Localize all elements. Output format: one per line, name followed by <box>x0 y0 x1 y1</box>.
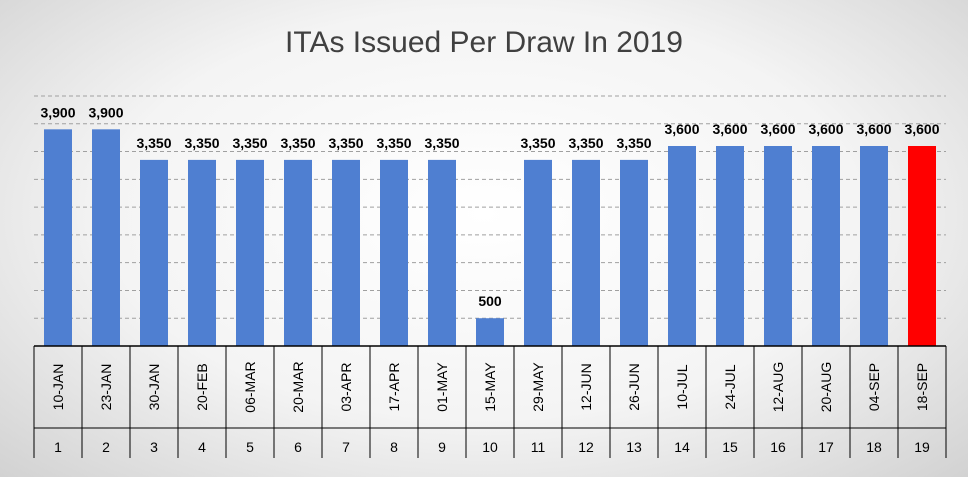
bar-29-may <box>524 159 552 346</box>
data-label: 3,350 <box>280 135 315 151</box>
draw-number-label: 5 <box>246 439 254 455</box>
gridlines <box>34 95 946 319</box>
data-label: 3,600 <box>712 121 747 137</box>
data-labels: 3,900 3,900 3,350 3,350 3,350 3,350 3,350 3,350… <box>40 104 939 309</box>
draw-number-label: 14 <box>674 439 690 455</box>
bar-01-may <box>428 159 456 346</box>
bars <box>44 129 936 346</box>
bar-23-jan <box>92 129 120 346</box>
category-label: 24-JUL <box>722 364 738 409</box>
data-label: 500 <box>478 293 502 309</box>
bar-04-sep <box>860 146 888 346</box>
bar-10-jan <box>44 129 72 346</box>
data-label: 3,350 <box>568 135 603 151</box>
category-label: 04-SEP <box>866 363 882 411</box>
bar-20-feb <box>188 159 216 346</box>
data-label: 3,600 <box>856 121 891 137</box>
category-label: 12-AUG <box>770 362 786 413</box>
data-label: 3,350 <box>616 135 651 151</box>
bar-12-jun <box>572 159 600 346</box>
draw-number-label: 6 <box>294 439 302 455</box>
bar-03-apr <box>332 159 360 346</box>
draw-number-label: 7 <box>342 439 350 455</box>
draw-number-label: 10 <box>482 439 498 455</box>
data-label: 3,350 <box>424 135 459 151</box>
category-label: 20-MAR <box>290 361 306 412</box>
draw-number-label: 12 <box>578 439 594 455</box>
bar-17-apr <box>380 159 408 346</box>
category-label: 17-APR <box>386 362 402 411</box>
draw-number-label: 13 <box>626 439 642 455</box>
chart-title: ITAs Issued Per Draw In 2019 <box>285 26 683 59</box>
data-label: 3,600 <box>664 121 699 137</box>
bar-26-jun <box>620 159 648 346</box>
category-label: 18-SEP <box>914 363 930 411</box>
draw-number-label: 8 <box>390 439 398 455</box>
draw-number-label: 9 <box>438 439 446 455</box>
data-label: 3,600 <box>760 121 795 137</box>
bar-12-aug <box>764 146 792 346</box>
category-label: 06-MAR <box>242 361 258 412</box>
draw-number-label: 19 <box>914 439 930 455</box>
data-label: 3,900 <box>88 104 123 120</box>
category-label: 29-MAY <box>530 362 546 412</box>
category-label: 10-JAN <box>50 364 66 411</box>
category-label: 10-JUL <box>674 364 690 409</box>
data-label: 3,350 <box>232 135 267 151</box>
draw-number-label: 1 <box>54 439 62 455</box>
bar-18-sep <box>908 146 936 346</box>
draw-number-label: 3 <box>150 439 158 455</box>
data-label: 3,600 <box>904 121 939 137</box>
category-label: 20-FEB <box>194 363 210 410</box>
category-label: 01-MAY <box>434 362 450 412</box>
data-label: 3,350 <box>376 135 411 151</box>
bar-24-jul <box>716 146 744 346</box>
data-label: 3,350 <box>136 135 171 151</box>
data-label: 3,350 <box>520 135 555 151</box>
draw-number-label: 17 <box>818 439 834 455</box>
draw-number-label: 11 <box>531 439 546 455</box>
category-label: 12-JUN <box>578 363 594 410</box>
data-label: 3,350 <box>184 135 219 151</box>
draw-number-label: 15 <box>722 439 738 455</box>
bar-10-jul <box>668 146 696 346</box>
category-label: 15-MAY <box>482 362 498 412</box>
data-label: 3,350 <box>328 135 363 151</box>
category-table: 10-JAN 1 23-JAN 2 30-JAN 3 20-FEB 4 06-MAR 5 20-MA… <box>33 345 947 458</box>
category-label: 26-JUN <box>626 363 642 410</box>
draw-number-label: 2 <box>102 439 110 455</box>
bar-15-may <box>476 318 504 346</box>
category-label: 23-JAN <box>98 364 114 411</box>
bar-06-mar <box>236 159 264 346</box>
bar-30-jan <box>140 159 168 346</box>
draw-number-label: 16 <box>770 439 786 455</box>
category-label: 30-JAN <box>146 364 162 411</box>
draw-number-label: 4 <box>198 439 206 455</box>
category-label: 03-APR <box>338 362 354 411</box>
bar-20-aug <box>812 146 840 346</box>
bar-20-mar <box>284 159 312 346</box>
data-label: 3,900 <box>40 104 75 120</box>
data-label: 3,600 <box>808 121 843 137</box>
draw-number-label: 18 <box>866 439 882 455</box>
category-label: 20-AUG <box>818 362 834 413</box>
